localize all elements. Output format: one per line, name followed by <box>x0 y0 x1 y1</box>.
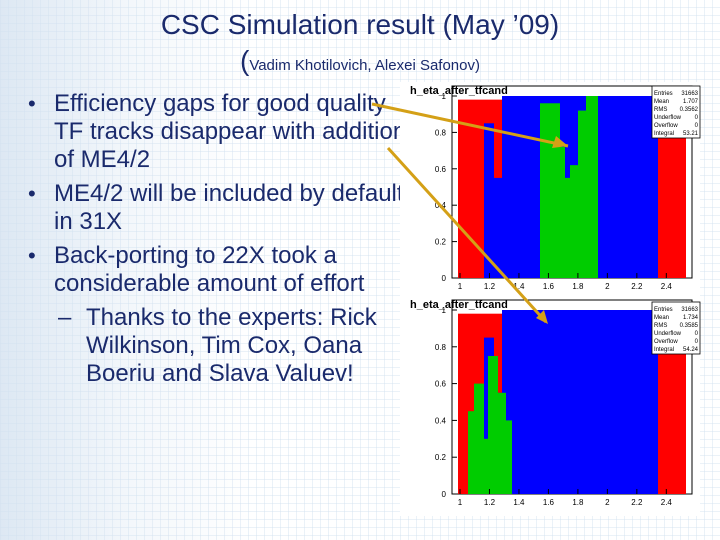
bullet-item-2: • ME4/2 will be included by default in 3… <box>28 180 408 236</box>
histogram-green-bin <box>488 356 498 494</box>
histogram-blue-edge <box>484 123 494 278</box>
histogram-blue-region <box>502 310 658 494</box>
bullet-dot: • <box>28 243 36 268</box>
subtitle-open-paren: ( <box>239 45 250 76</box>
stats-value: 0.3585 <box>680 323 699 329</box>
y-tick-label: 0.8 <box>435 343 447 352</box>
x-tick-label: 1.4 <box>513 282 525 291</box>
arrow-head-icon <box>552 136 568 148</box>
histogram-panel-2: h_eta_after_tfcand Entries 31663 Mean 1.734 R… <box>400 298 701 516</box>
slide-subtitle: (Vadim Khotilovich, Alexei Safonov) <box>0 44 720 83</box>
x-tick-label: 1 <box>458 498 463 507</box>
histogram-green-bin <box>586 96 598 278</box>
x-tick-label: 1.2 <box>484 498 496 507</box>
stats-value: 1.734 <box>683 315 699 321</box>
y-tick-label: 1 <box>442 92 447 101</box>
arrow-head-icon <box>536 310 548 324</box>
histogram-green-bin <box>555 146 565 278</box>
stats-label: Mean <box>654 99 669 105</box>
stats-value: 0 <box>695 115 699 121</box>
x-tick-label: 1 <box>458 282 463 291</box>
stats-value: 0 <box>695 123 699 129</box>
y-tick-label: 0.8 <box>435 128 447 137</box>
stats-label: Entries <box>654 307 673 313</box>
histogram-green-bin <box>474 383 484 494</box>
histogram-green-bin <box>548 114 556 278</box>
plot-title: h_eta_after_tfcand <box>410 85 508 97</box>
subtitle-close-paren: ) <box>475 57 480 74</box>
bullet-item-3: • Back-porting to 22X took a considerabl… <box>28 242 408 298</box>
histogram-panel-1: h_eta_after_tfcand Entries 31663 Mean 1.707 R… <box>400 82 701 300</box>
stats-value: 31663 <box>681 91 698 97</box>
stats-value: 31663 <box>681 307 698 313</box>
sub-bullet-text: Thanks to the experts: Rick Wilkinson, T… <box>86 304 377 387</box>
stats-value: 0 <box>695 331 699 337</box>
sub-bullet-dash: – <box>58 304 72 331</box>
x-tick-label: 2.4 <box>661 282 673 291</box>
x-tick-label: 1.6 <box>543 282 555 291</box>
y-tick-label: 0.4 <box>435 416 447 425</box>
bullet-text: ME4/2 will be included by default in 31X <box>54 180 404 235</box>
bullet-text: Efficiency gaps for good quality TF trac… <box>54 90 407 173</box>
arrow-line-2 <box>386 146 548 324</box>
y-tick-label: 0 <box>442 490 447 499</box>
x-tick-label: 1.2 <box>484 282 496 291</box>
x-tick-label: 1.4 <box>513 498 525 507</box>
stats-value: 54.24 <box>683 347 699 353</box>
slide-title: CSC Simulation result (May ’09) <box>160 9 560 40</box>
stats-label: Mean <box>654 315 669 321</box>
bullet-dot: • <box>28 91 36 116</box>
x-tick-label: 1.6 <box>543 498 555 507</box>
stats-label: RMS <box>654 107 667 113</box>
x-tick-label: 1.8 <box>572 498 584 507</box>
stats-label: Entries <box>654 91 673 97</box>
stats-label: RMS <box>654 323 667 329</box>
y-tick-label: 0 <box>442 274 447 283</box>
plot-title: h_eta_after_tfcand <box>410 299 508 311</box>
stats-label: Integral <box>654 347 674 353</box>
y-tick-label: 1 <box>442 306 447 315</box>
bullet-list: • Efficiency gaps for good quality TF tr… <box>28 90 408 388</box>
sub-bullet-item: – Thanks to the experts: Rick Wilkinson,… <box>28 304 408 388</box>
y-tick-label: 0.6 <box>435 380 447 389</box>
y-tick-label: 0.6 <box>435 165 447 174</box>
x-tick-label: 2 <box>605 282 610 291</box>
annotation-arrows <box>371 102 569 324</box>
y-tick-label: 0.2 <box>435 453 447 462</box>
stats-label: Underflow <box>654 115 682 121</box>
x-tick-label: 2.2 <box>631 498 643 507</box>
x-tick-label: 2.4 <box>661 498 673 507</box>
stats-box <box>651 85 701 139</box>
stats-box <box>651 301 701 355</box>
bullet-dot: • <box>28 181 36 206</box>
stats-value: 53.21 <box>683 131 699 137</box>
stats-value: 1.707 <box>683 99 699 105</box>
histogram-green-bin <box>496 392 506 494</box>
x-tick-label: 2.2 <box>631 282 643 291</box>
y-tick-label: 0.2 <box>435 238 447 247</box>
bullet-item-1: • Efficiency gaps for good quality TF tr… <box>28 90 408 174</box>
bullet-text: Back-porting to 22X took a considerable … <box>54 242 365 297</box>
stats-value: 0 <box>695 339 699 345</box>
stats-label: Overflow <box>654 339 678 345</box>
arrow-line-1 <box>371 102 569 148</box>
histogram-green-bin <box>578 110 588 278</box>
stats-value: 0.3562 <box>680 107 699 113</box>
stats-label: Integral <box>654 131 674 137</box>
subtitle-authors: Vadim Khotilovich, Alexei Safonov <box>249 57 475 74</box>
histogram-green-bin <box>563 177 572 278</box>
stats-label: Underflow <box>654 331 682 337</box>
histogram-green-bin <box>504 420 512 494</box>
histogram-blue-edge <box>492 177 502 278</box>
x-tick-label: 1.8 <box>572 282 584 291</box>
histogram-green-bin <box>570 165 580 278</box>
x-tick-label: 2 <box>605 498 610 507</box>
histogram-green-bin <box>468 411 476 494</box>
histogram-green-bin <box>482 438 490 494</box>
stats-label: Overflow <box>654 123 678 129</box>
